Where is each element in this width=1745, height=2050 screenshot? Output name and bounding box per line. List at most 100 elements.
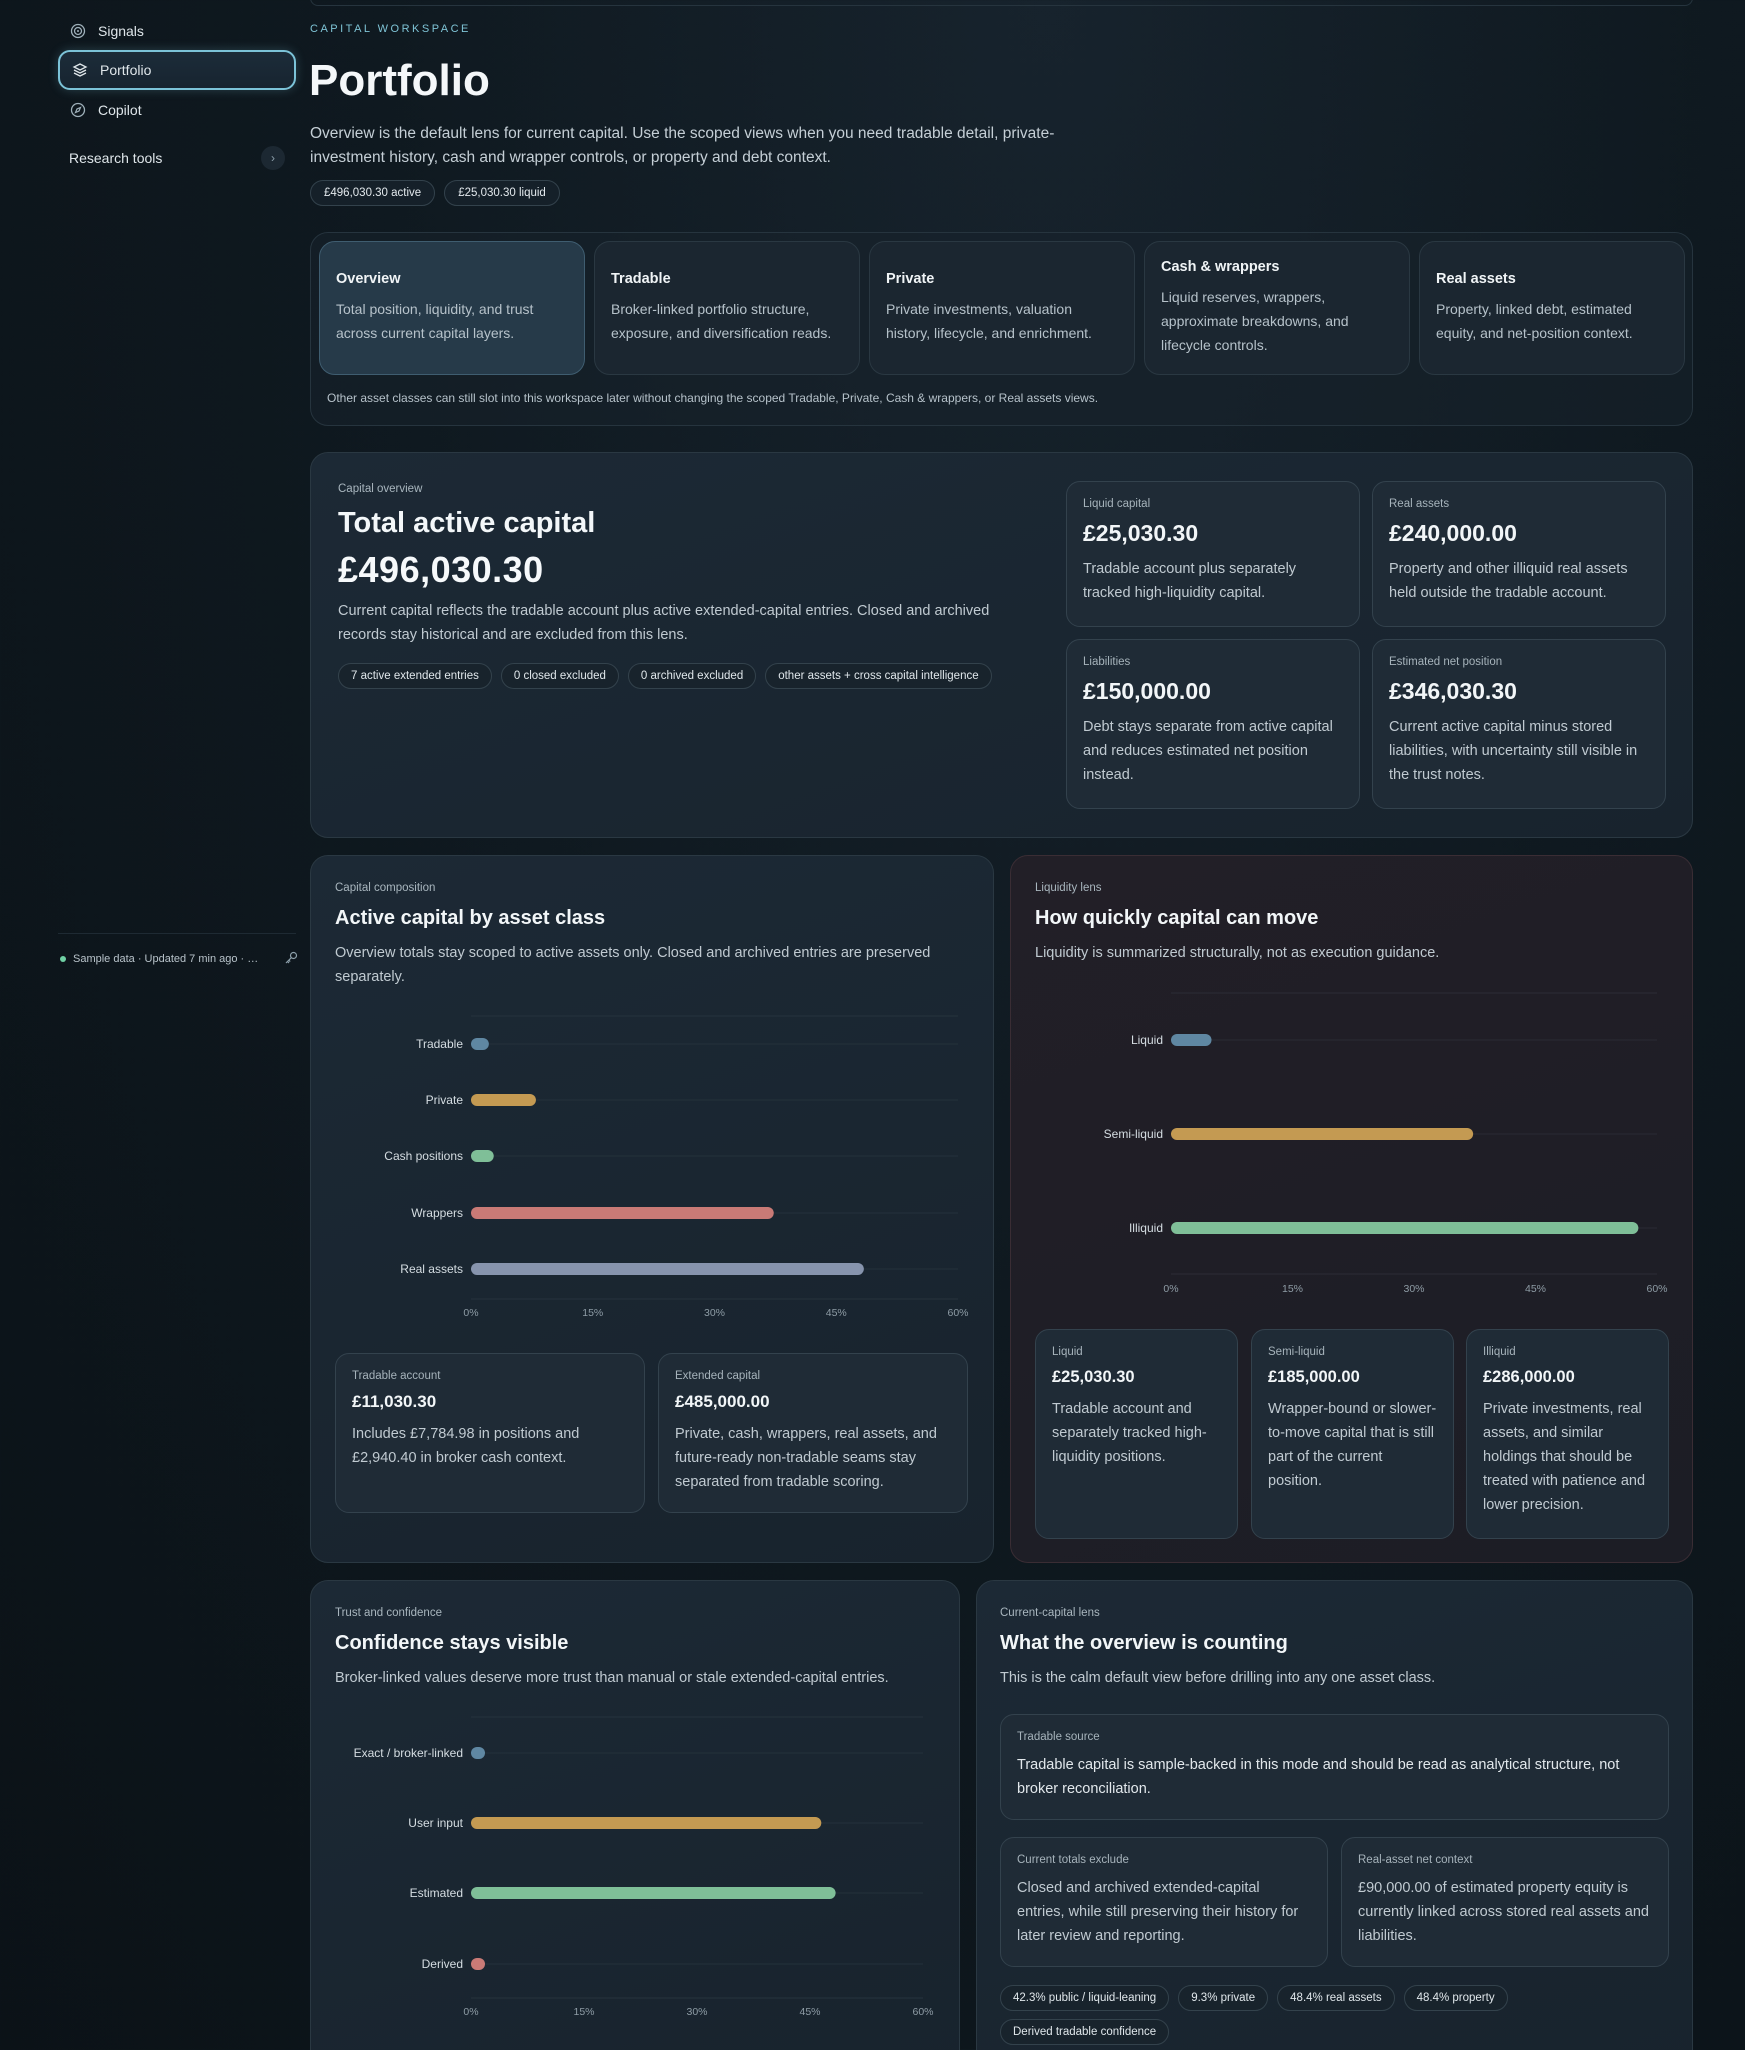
chart-category-label: Illiquid	[1129, 1221, 1163, 1235]
card-title: What the overview is counting	[1000, 1632, 1288, 1654]
tab-cash-wrappers[interactable]: Cash & wrappers Liquid reserves, wrapper…	[1144, 241, 1410, 375]
key-icon[interactable]	[284, 951, 298, 968]
tab-description: Private investments, valuation history, …	[886, 301, 1092, 341]
tag: 9.3% private	[1178, 1985, 1269, 2011]
metric-label: Real assets	[1389, 498, 1450, 510]
tag: 0 archived excluded	[627, 663, 757, 689]
tab-tradable[interactable]: Tradable Broker-linked portfolio structu…	[594, 241, 860, 375]
chart-category-label: Cash positions	[384, 1149, 463, 1163]
tradable-source-card: Tradable source Tradable capital is samp…	[1000, 1714, 1669, 1820]
metric-value: £25,030.30	[1083, 520, 1199, 546]
liquidity-chart: Liquid Semi-liquid Illiquid 0% 15% 30% 45% 60%	[1104, 992, 1668, 1295]
card-description: This is the calm default view before dri…	[1000, 1670, 1436, 1686]
tab-description: Liquid reserves, wrappers, approximate b…	[1161, 289, 1349, 353]
overview-amount: £496,030.30	[338, 549, 544, 590]
metric-text: Current active capital minus stored liab…	[1389, 719, 1638, 783]
chart-bar	[471, 1958, 485, 1970]
compass-icon	[70, 102, 86, 118]
metric-value: £485,000.00	[675, 1392, 770, 1411]
chart-tick-label: 30%	[686, 2006, 707, 2018]
metric-label: Illiquid	[1483, 1346, 1516, 1358]
source-label: Tradable source	[1017, 1731, 1100, 1743]
chart-bar	[471, 1038, 489, 1050]
metric-label: Liabilities	[1083, 656, 1131, 668]
chart-bar	[1171, 1034, 1212, 1046]
note-label: Current totals exclude	[1017, 1854, 1129, 1866]
chart-category-label: Exact / broker-linked	[354, 1746, 463, 1760]
metric-value: £240,000.00	[1389, 520, 1517, 546]
liquid-capital-pill: £25,030.30 liquid	[444, 180, 560, 206]
chart-bar	[471, 1094, 536, 1106]
header-pills: £496,030.30 active £25,030.30 liquid	[310, 180, 560, 206]
card-title: How quickly capital can move	[1035, 907, 1319, 929]
metric-text: Tradable account plus separately tracked…	[1083, 561, 1297, 601]
research-tools-label: Research tools	[69, 150, 163, 166]
chart-tick-label: 60%	[1646, 1283, 1667, 1295]
chart-category-label: Estimated	[410, 1886, 463, 1900]
card-eyebrow: Liquidity lens	[1035, 882, 1102, 894]
metric-value: £185,000.00	[1268, 1368, 1360, 1386]
sidebar-item-copilot[interactable]: Copilot	[58, 90, 296, 130]
tag: 42.3% public / liquid-leaning	[1000, 1985, 1170, 2011]
metric-text: Property and other illiquid real assets …	[1389, 561, 1628, 601]
metric-text: Includes £7,784.98 in positions and £2,9…	[352, 1426, 580, 1466]
metric-value: £11,030.30	[352, 1392, 437, 1411]
active-capital-pill: £496,030.30 active	[310, 180, 436, 206]
chart-tick-label: 45%	[1525, 1283, 1546, 1295]
tab-description: Property, linked debt, estimated equity,…	[1436, 301, 1633, 341]
sidebar-item-portfolio[interactable]: Portfolio	[58, 50, 296, 90]
chart-category-label: Real assets	[400, 1262, 463, 1276]
scope-tabs-panel: Overview Total position, liquidity, and …	[310, 232, 1693, 426]
metric-label: Extended capital	[675, 1370, 761, 1382]
card-title: Confidence stays visible	[335, 1632, 569, 1654]
tab-real-assets[interactable]: Real assets Property, linked debt, estim…	[1419, 241, 1685, 375]
chevron-right-icon[interactable]: ›	[261, 146, 285, 170]
chart-bar	[471, 1150, 494, 1162]
card-eyebrow: Current-capital lens	[1000, 1607, 1100, 1619]
chart-category-label: Wrappers	[411, 1206, 463, 1220]
research-tools-toggle[interactable]: Research tools ›	[69, 143, 285, 173]
metric-text: Debt stays separate from active capital …	[1083, 719, 1333, 783]
sidebar-item-signals[interactable]: Signals	[58, 11, 296, 51]
tag: other assets + cross capital intelligenc…	[765, 663, 992, 689]
tab-description: Total position, liquidity, and trust acr…	[336, 301, 534, 341]
real-assets-card: Real assets £240,000.00 Property and oth…	[1372, 481, 1666, 627]
capital-composition-card: Capital composition Active capital by as…	[310, 855, 994, 1563]
net-position-card: Estimated net position £346,030.30 Curre…	[1372, 639, 1666, 809]
trust-confidence-card: Trust and confidence Confidence stays vi…	[310, 1580, 960, 2050]
tab-overview[interactable]: Overview Total position, liquidity, and …	[319, 241, 585, 375]
real-asset-net-card: Real-asset net context £90,000.00 of est…	[1341, 1837, 1669, 1967]
status-dot-icon	[60, 956, 66, 962]
metric-label: Liquid capital	[1083, 498, 1151, 510]
card-description: Liquidity is summarized structurally, no…	[1035, 945, 1440, 961]
chart-bar	[471, 1207, 774, 1219]
card-eyebrow: Capital overview	[338, 483, 423, 495]
chart-tick-label: 45%	[826, 1307, 847, 1319]
tab-title: Overview	[336, 271, 401, 287]
sidebar-item-label: Signals	[98, 23, 144, 39]
card-description: Overview totals stay scoped to active as…	[335, 945, 931, 985]
card-description: Broker-linked values deserve more trust …	[335, 1670, 889, 1686]
metric-text: Private investments, real assets, and si…	[1483, 1401, 1646, 1513]
overview-title: Total active capital	[338, 507, 596, 539]
page-description: Overview is the default lens for current…	[310, 125, 1055, 166]
chart-bar	[471, 1747, 485, 1759]
chart-category-label: User input	[408, 1816, 463, 1830]
scope-note: Other asset classes can still slot into …	[327, 391, 1099, 405]
liabilities-card: Liabilities £150,000.00 Debt stays separ…	[1066, 639, 1360, 809]
metric-text: Private, cash, wrappers, real assets, an…	[675, 1426, 937, 1490]
semi-liquid-card: Semi-liquid £185,000.00 Wrapper-bound or…	[1251, 1329, 1454, 1539]
metric-text: Wrapper-bound or slower-to-move capital …	[1268, 1401, 1437, 1489]
metric-label: Estimated net position	[1389, 656, 1503, 668]
tab-private[interactable]: Private Private investments, valuation h…	[869, 241, 1135, 375]
chart-tick-label: 15%	[582, 1307, 603, 1319]
overview-counting-card: Current-capital lens What the overview i…	[976, 1580, 1693, 2050]
overview-tags: 7 active extended entries 0 closed exclu…	[338, 663, 992, 689]
sidebar-item-label: Portfolio	[100, 62, 152, 78]
metric-text: Tradable account and separately tracked …	[1052, 1401, 1207, 1465]
sidebar-item-label: Copilot	[98, 102, 142, 118]
tag: 48.4% real assets	[1277, 1985, 1395, 2011]
layers-icon	[72, 62, 88, 78]
confidence-chart: Exact / broker-linked User input Estimated…	[354, 1716, 934, 2018]
metric-value: £286,000.00	[1483, 1368, 1575, 1386]
